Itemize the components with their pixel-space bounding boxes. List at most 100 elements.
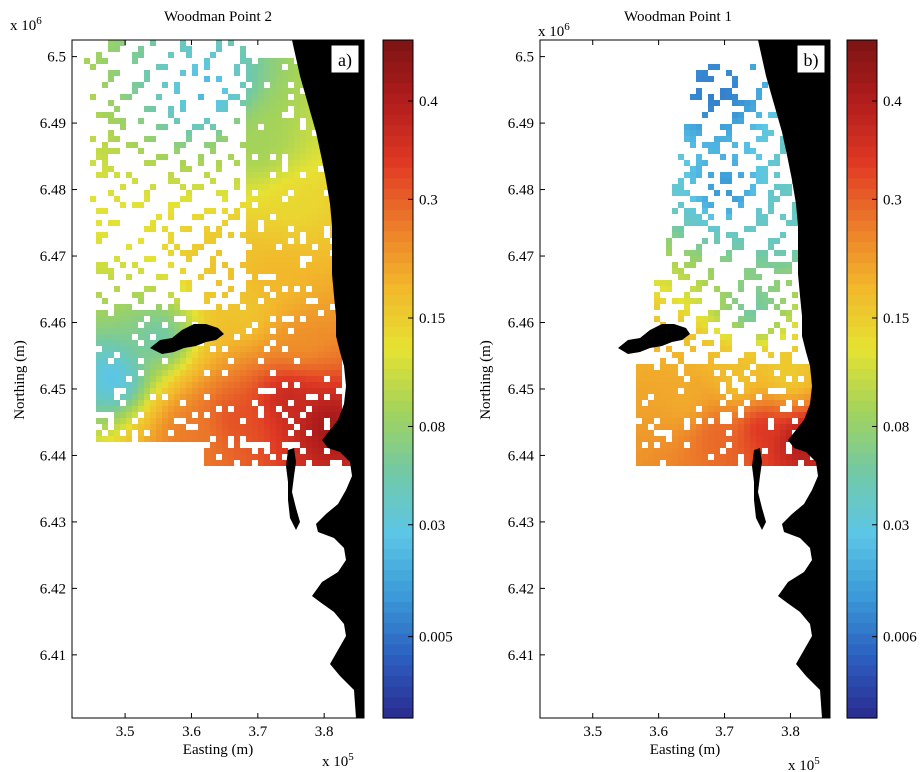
concentration-cell bbox=[786, 460, 792, 466]
concentration-cell bbox=[708, 172, 714, 178]
concentration-cell bbox=[762, 178, 768, 184]
concentration-cell bbox=[750, 412, 756, 418]
concentration-cell bbox=[672, 412, 678, 418]
concentration-cell bbox=[636, 436, 642, 442]
concentration-cell bbox=[270, 178, 276, 184]
concentration-cell bbox=[720, 298, 726, 304]
concentration-cell bbox=[276, 328, 282, 334]
concentration-cell bbox=[282, 292, 288, 298]
concentration-cell bbox=[210, 292, 216, 298]
concentration-cell bbox=[780, 376, 786, 382]
concentration-cell bbox=[228, 424, 234, 430]
concentration-cell bbox=[264, 316, 270, 322]
concentration-cell bbox=[192, 418, 198, 424]
concentration-cell bbox=[240, 376, 246, 382]
colorbar-segment bbox=[383, 569, 413, 581]
concentration-cell bbox=[282, 244, 288, 250]
concentration-cell bbox=[690, 166, 696, 172]
y-tick-label: 6.48 bbox=[508, 183, 534, 199]
concentration-cell bbox=[762, 394, 768, 400]
concentration-cell bbox=[750, 316, 756, 322]
concentration-cell bbox=[108, 136, 114, 142]
concentration-cell bbox=[180, 406, 186, 412]
concentration-cell bbox=[162, 64, 168, 70]
concentration-cell bbox=[204, 400, 210, 406]
colorbar-segment bbox=[383, 696, 413, 709]
concentration-cell bbox=[648, 460, 654, 466]
concentration-cell bbox=[774, 154, 780, 160]
concentration-cell bbox=[234, 412, 240, 418]
concentration-cell bbox=[702, 394, 708, 400]
concentration-cell bbox=[270, 226, 276, 232]
concentration-cell bbox=[690, 220, 696, 226]
concentration-cell bbox=[246, 190, 252, 196]
concentration-cell bbox=[318, 442, 324, 448]
colorbar-segment bbox=[847, 442, 877, 454]
concentration-cell bbox=[216, 226, 222, 232]
concentration-cell bbox=[774, 406, 780, 412]
concentration-cell bbox=[306, 328, 312, 334]
colorbar-segment bbox=[847, 707, 877, 719]
concentration-cell bbox=[324, 400, 330, 406]
concentration-cell bbox=[276, 376, 282, 382]
concentration-cell bbox=[696, 328, 702, 334]
colorbar-segment bbox=[383, 50, 413, 62]
colorbar-segment bbox=[847, 410, 877, 422]
concentration-cell bbox=[102, 406, 108, 412]
concentration-cell bbox=[90, 136, 96, 142]
concentration-cell bbox=[696, 166, 702, 172]
concentration-cell bbox=[186, 346, 192, 352]
concentration-cell bbox=[216, 136, 222, 142]
concentration-cell bbox=[270, 190, 276, 196]
concentration-cell bbox=[150, 40, 156, 46]
concentration-cell bbox=[762, 460, 768, 466]
concentration-cell bbox=[246, 256, 252, 262]
concentration-cell bbox=[780, 358, 786, 364]
concentration-cell bbox=[102, 262, 108, 268]
concentration-cell bbox=[654, 388, 660, 394]
concentration-cell bbox=[120, 334, 126, 340]
concentration-cell bbox=[222, 100, 228, 106]
concentration-cell bbox=[252, 454, 258, 460]
concentration-cell bbox=[744, 226, 750, 232]
concentration-cell bbox=[750, 382, 756, 388]
concentration-cell bbox=[786, 220, 792, 226]
concentration-cell bbox=[240, 460, 246, 466]
concentration-cell bbox=[660, 394, 666, 400]
concentration-cell bbox=[204, 448, 210, 454]
concentration-cell bbox=[150, 406, 156, 412]
concentration-cell bbox=[720, 172, 726, 178]
concentration-cell bbox=[684, 406, 690, 412]
concentration-cell bbox=[774, 376, 780, 382]
concentration-cell bbox=[156, 370, 162, 376]
concentration-cell bbox=[120, 202, 126, 208]
concentration-cell bbox=[276, 238, 282, 244]
concentration-cell bbox=[258, 238, 264, 244]
concentration-cell bbox=[114, 118, 120, 124]
colorbar-tick-label: 0.08 bbox=[883, 419, 909, 435]
concentration-cell bbox=[780, 370, 786, 376]
colorbar-segment bbox=[847, 251, 877, 264]
concentration-cell bbox=[144, 382, 150, 388]
concentration-cell bbox=[174, 436, 180, 442]
concentration-cell bbox=[222, 412, 228, 418]
concentration-cell bbox=[702, 70, 708, 76]
concentration-cell bbox=[126, 142, 132, 148]
concentration-cell bbox=[750, 418, 756, 424]
concentration-cell bbox=[222, 460, 228, 466]
concentration-cell bbox=[108, 436, 114, 442]
concentration-cell bbox=[264, 436, 270, 442]
concentration-cell bbox=[96, 328, 102, 334]
concentration-cell bbox=[318, 400, 324, 406]
concentration-cell bbox=[264, 154, 270, 160]
concentration-cell bbox=[102, 352, 108, 358]
concentration-cell bbox=[300, 130, 306, 136]
panel-b-axes: 3.5 3.6 3.7 3.86.416.426.436.446.456.466.47… bbox=[508, 40, 830, 740]
concentration-cell bbox=[282, 262, 288, 268]
concentration-cell bbox=[204, 346, 210, 352]
concentration-cell bbox=[306, 160, 312, 166]
concentration-cell bbox=[132, 322, 138, 328]
concentration-cell bbox=[258, 112, 264, 118]
concentration-cell bbox=[102, 232, 108, 238]
concentration-cell bbox=[168, 358, 174, 364]
